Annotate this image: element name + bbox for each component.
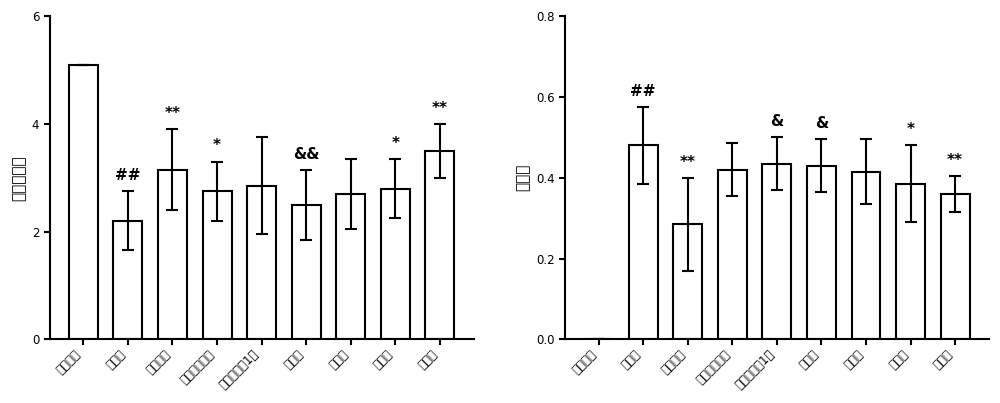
Bar [336,194,365,339]
Y-axis label: 行为学评分: 行为学评分 [11,155,26,201]
Bar [629,145,658,339]
Bar [203,191,232,339]
Text: **: ** [947,153,963,168]
Bar [852,172,880,339]
Bar [381,189,410,339]
Bar [113,221,142,339]
Bar [158,170,187,339]
Text: **: ** [680,155,696,170]
Text: ##: ## [115,168,141,183]
Bar [69,64,98,339]
Bar [807,166,836,339]
Bar [247,186,276,339]
Text: *: * [391,136,399,151]
Y-axis label: 梗死率: 梗死率 [515,164,530,191]
Text: &: & [770,114,784,129]
Bar [425,151,454,339]
Text: **: ** [432,101,448,116]
Text: *: * [213,139,221,154]
Bar [896,184,925,339]
Bar [762,164,791,339]
Text: &&: && [293,147,319,162]
Bar [941,194,970,339]
Text: &: & [815,116,828,131]
Bar [673,224,702,339]
Bar [718,170,747,339]
Text: *: * [907,123,915,137]
Bar [292,205,321,339]
Text: ##: ## [630,84,656,99]
Text: **: ** [164,106,180,121]
